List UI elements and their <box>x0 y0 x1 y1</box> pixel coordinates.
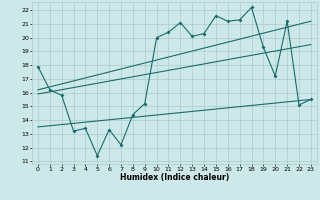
X-axis label: Humidex (Indice chaleur): Humidex (Indice chaleur) <box>120 173 229 182</box>
